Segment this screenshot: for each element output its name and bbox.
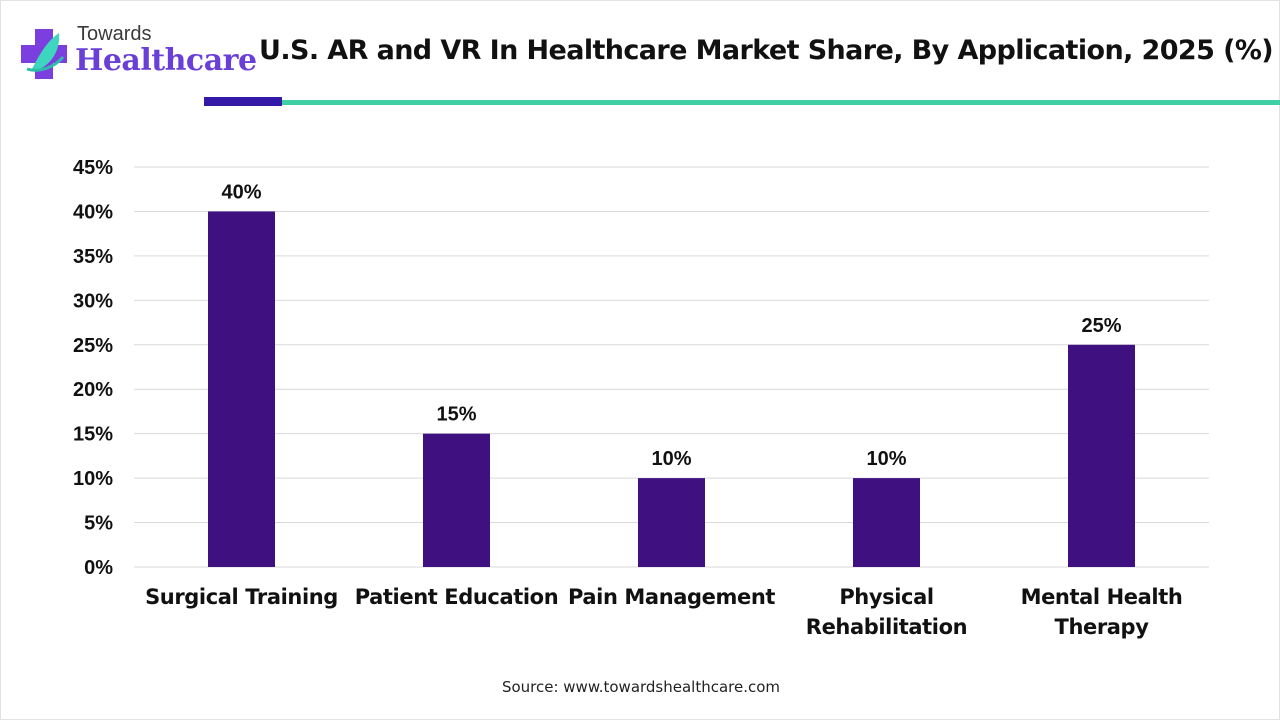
bar bbox=[853, 478, 920, 567]
x-tick-label: Pain Management bbox=[568, 585, 775, 609]
bar bbox=[208, 211, 275, 567]
data-label: 15% bbox=[436, 404, 476, 426]
title-underline-teal bbox=[282, 100, 1280, 105]
x-tick-label: Surgical Training bbox=[145, 585, 338, 609]
data-label: 25% bbox=[1081, 315, 1121, 337]
y-tick-label: 45% bbox=[73, 157, 113, 179]
bar bbox=[1068, 344, 1135, 567]
data-label: 40% bbox=[221, 181, 261, 203]
bar bbox=[423, 433, 490, 567]
x-tick-label: Therapy bbox=[1055, 615, 1150, 639]
bar-chart: 0% 5% 10% 15% 20% 25% 30% 35% 40% 45% 40% Surgical … bbox=[73, 157, 1209, 639]
y-tick-label: 15% bbox=[73, 424, 113, 446]
y-tick-label: 5% bbox=[84, 513, 113, 535]
x-tick-label: Rehabilitation bbox=[806, 615, 967, 639]
y-tick-label: 40% bbox=[73, 201, 113, 223]
y-tick-label: 10% bbox=[73, 468, 113, 490]
x-tick-label: Physical bbox=[839, 585, 933, 609]
y-tick-label: 0% bbox=[84, 557, 113, 579]
data-label: 10% bbox=[866, 448, 906, 470]
data-label: 10% bbox=[651, 448, 691, 470]
source-text: Source: www.towardshealthcare.com bbox=[501, 678, 781, 696]
logo-text-top: Towards bbox=[77, 23, 152, 45]
chart-title: U.S. AR and VR In Healthcare Market Shar… bbox=[259, 35, 1274, 66]
logo: Towards Healthcare bbox=[21, 23, 257, 83]
y-tick-label: 20% bbox=[73, 379, 113, 401]
x-tick-label: Mental Health bbox=[1021, 585, 1183, 609]
title-underline-dark bbox=[204, 97, 282, 106]
x-tick-label: Patient Education bbox=[355, 585, 559, 609]
cross-leaf-icon bbox=[21, 29, 67, 79]
y-tick-label: 35% bbox=[73, 246, 113, 268]
y-tick-label: 25% bbox=[73, 335, 113, 357]
y-tick-label: 30% bbox=[73, 290, 113, 312]
logo-text-bottom: Healthcare bbox=[75, 43, 257, 78]
bar bbox=[638, 478, 705, 567]
